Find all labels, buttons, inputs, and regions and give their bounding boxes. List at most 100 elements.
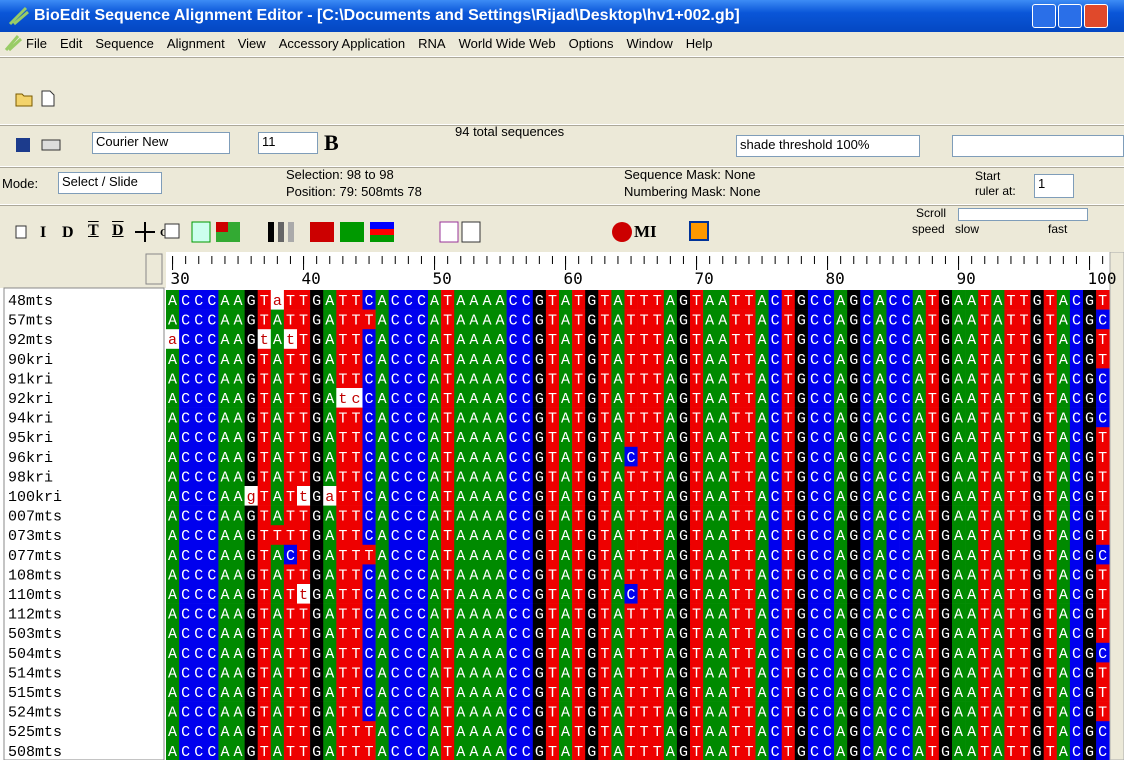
residue: A [234, 313, 243, 330]
residue-cell [349, 466, 363, 487]
menu-item[interactable]: View [237, 35, 266, 51]
minimize-button[interactable] [1032, 4, 1056, 28]
residue-cell [755, 388, 769, 408]
residue: A [1059, 430, 1068, 447]
residue: C [1072, 450, 1081, 467]
residue-cell [807, 290, 822, 310]
font-select[interactable]: Courier New [92, 132, 230, 154]
residue-cell [244, 309, 258, 330]
residue: G [849, 685, 858, 702]
search-box[interactable] [952, 135, 1124, 157]
delete-tool[interactable]: D [62, 224, 74, 241]
t-tool[interactable]: T [88, 222, 99, 239]
menu-item[interactable]: Alignment [166, 35, 225, 51]
residue: T [600, 450, 609, 467]
residue: A [561, 548, 570, 565]
residue: G [679, 509, 688, 526]
residue: T [784, 313, 793, 330]
vertical-scrollbar[interactable] [1109, 252, 1124, 760]
open-icon[interactable] [15, 93, 33, 107]
residue-cell [362, 486, 376, 506]
new-icon[interactable] [41, 90, 55, 107]
residue: A [954, 371, 963, 388]
d-tool[interactable]: D [112, 222, 124, 239]
residue: A [168, 411, 177, 428]
mi-tool[interactable]: MI [634, 222, 657, 241]
residue: A [220, 528, 229, 545]
close-button[interactable] [1084, 4, 1108, 28]
residue: T [980, 567, 989, 584]
residue: C [1098, 724, 1107, 741]
residue: C [902, 450, 911, 467]
residue-cell [480, 368, 494, 389]
sequence-name: 90kri [8, 352, 53, 369]
print-icon[interactable] [41, 139, 61, 151]
residue: A [430, 528, 439, 545]
residue: T [574, 744, 583, 760]
residue-cell [1017, 309, 1031, 330]
residue-cell [873, 368, 887, 389]
maximize-button[interactable] [1058, 4, 1082, 28]
residue-cell [519, 368, 534, 389]
menu-item[interactable]: Sequence [95, 35, 154, 51]
residue: T [1046, 567, 1055, 584]
residue: T [1098, 626, 1107, 643]
residue: T [1006, 509, 1015, 526]
residue-cell [1017, 348, 1031, 369]
residue: G [247, 313, 256, 330]
residue: A [613, 607, 622, 624]
residue: T [731, 528, 740, 545]
shade-threshold[interactable]: shade threshold 100% [736, 135, 920, 157]
residue-cell [585, 446, 599, 467]
menu-item[interactable]: Help [685, 35, 713, 51]
residue: T [443, 332, 452, 349]
save-icon[interactable] [16, 138, 30, 152]
residue: T [640, 469, 649, 486]
residue: C [509, 626, 518, 643]
residue: A [967, 528, 976, 545]
menu-item[interactable]: Options [568, 35, 614, 51]
residue: C [417, 548, 426, 565]
residue: A [325, 567, 334, 584]
insert-tool[interactable]: I [40, 224, 47, 241]
bold-button[interactable]: B [324, 130, 339, 155]
menu-item[interactable]: File [26, 35, 47, 51]
residue: A [496, 587, 505, 604]
residue: A [705, 411, 714, 428]
menu-item[interactable]: RNA [418, 35, 446, 51]
residue-cell [860, 466, 874, 487]
residue-cell [283, 446, 298, 467]
menu-item[interactable]: Edit [59, 35, 83, 51]
residue-cell [467, 466, 481, 487]
menu-item[interactable]: Window [626, 35, 673, 51]
residue-cell [598, 348, 612, 369]
residue: A [836, 489, 845, 506]
residue: G [247, 607, 256, 624]
start-ruler-input[interactable]: 1 [1034, 174, 1074, 198]
residue: A [613, 352, 622, 369]
scroll-speed-slider[interactable] [958, 208, 1088, 221]
residue: A [836, 665, 845, 682]
residue: T [600, 293, 609, 310]
mode-select[interactable]: Select / Slide [58, 172, 162, 194]
residue: A [613, 371, 622, 388]
ruler-spinner[interactable] [145, 253, 163, 285]
residue: T [600, 313, 609, 330]
residue: C [181, 489, 190, 506]
residue-cell [388, 486, 403, 506]
residue: C [1098, 646, 1107, 663]
residue-cell [192, 407, 206, 428]
residue: C [1072, 313, 1081, 330]
menu-item[interactable]: Accessory Application [278, 35, 406, 51]
residue: G [941, 587, 950, 604]
menu-item[interactable]: World Wide Web [458, 35, 556, 51]
residue-cell [1069, 486, 1084, 506]
residue: G [1033, 332, 1042, 349]
residue: T [744, 548, 753, 565]
residue: A [325, 548, 334, 565]
residue-cell [925, 329, 940, 350]
residue-cell [506, 388, 520, 408]
font-size-select[interactable]: 11 [258, 132, 318, 154]
ruler-label: 80 [826, 269, 845, 288]
residue-cell [873, 290, 887, 310]
